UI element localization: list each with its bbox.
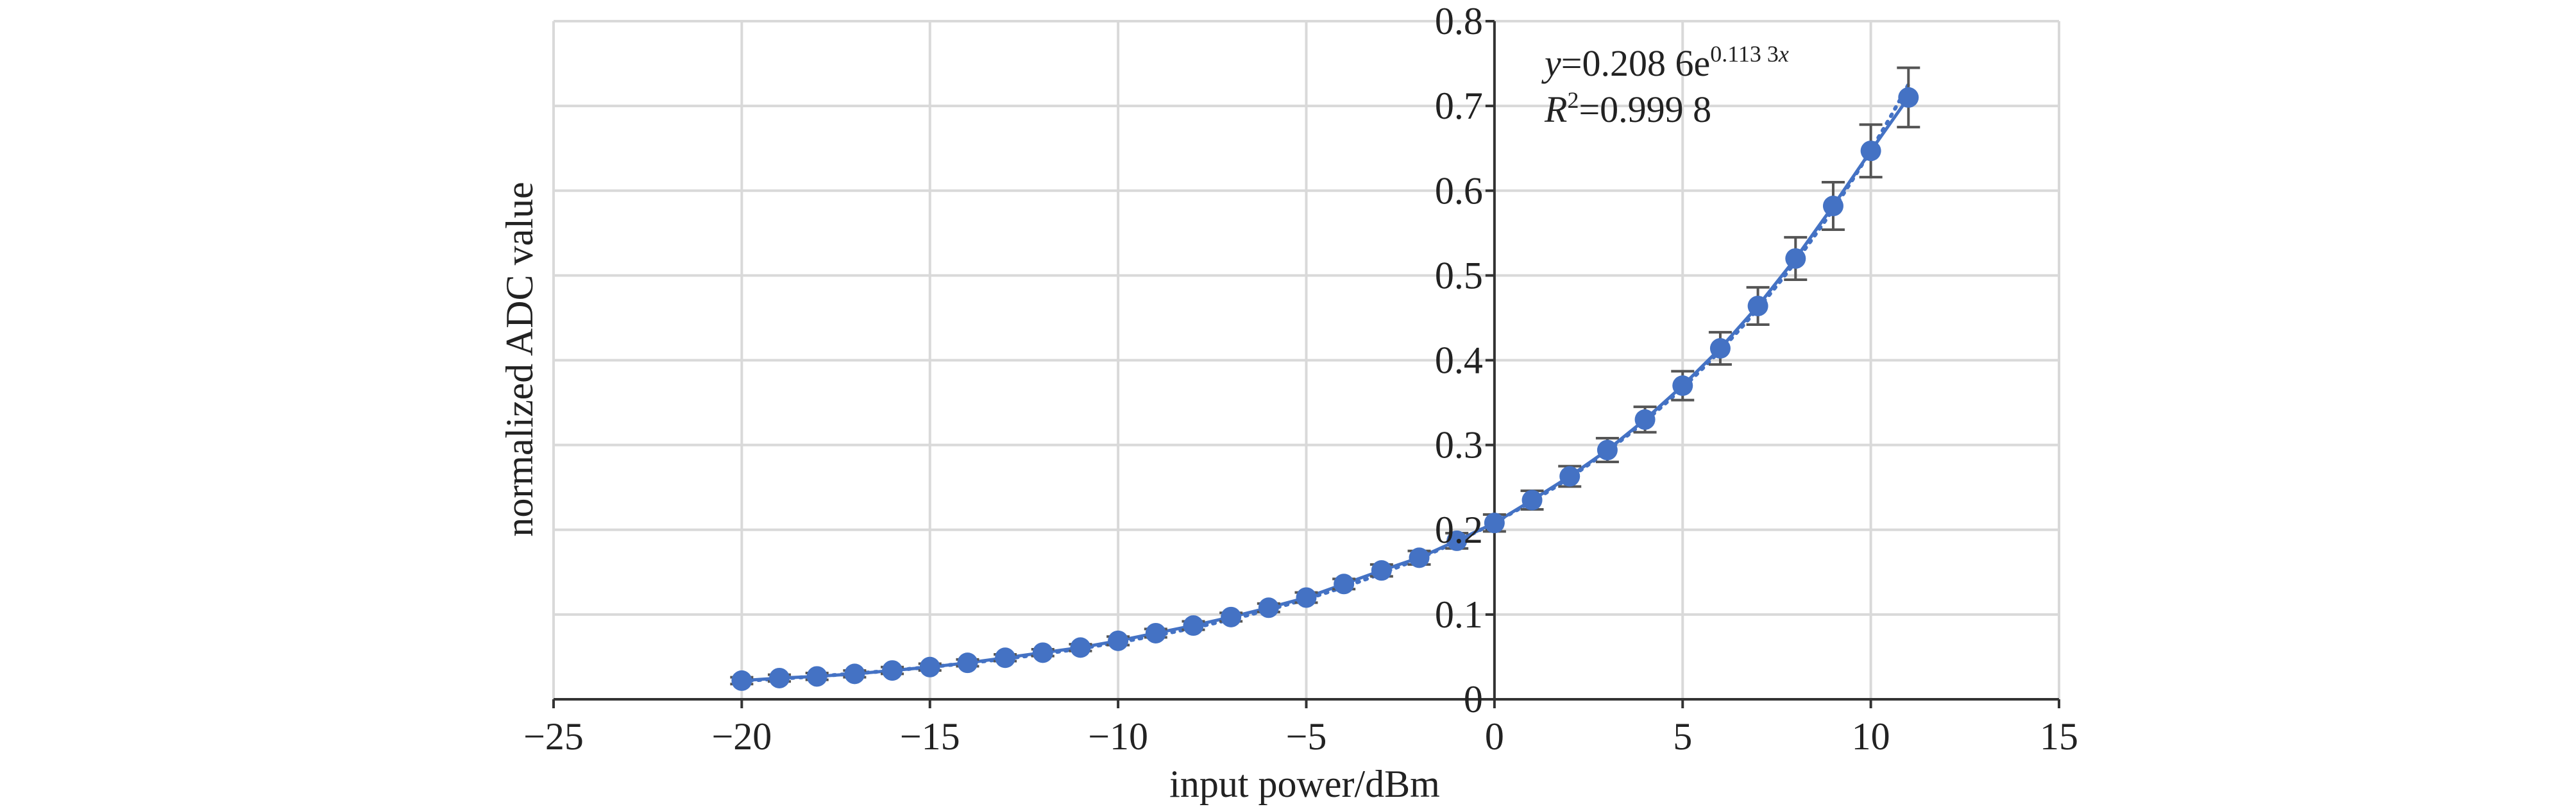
data-point — [1521, 490, 1543, 511]
y-tick-label: 0.7 — [1435, 85, 1483, 127]
y-tick-label: 0 — [1464, 678, 1483, 720]
y-tick-label: 0.6 — [1435, 169, 1483, 212]
data-point — [1221, 606, 1242, 627]
data-point — [1484, 513, 1505, 534]
data-point — [1898, 87, 1919, 108]
data-point — [1296, 587, 1317, 608]
data-point — [919, 656, 940, 677]
data-point — [1672, 375, 1693, 396]
data-point — [1409, 547, 1430, 568]
data-series — [730, 66, 1920, 691]
y-tick-label: 0.2 — [1435, 509, 1483, 551]
y-tick-label: 0.8 — [1435, 0, 1483, 42]
x-axis-title: input power/dBm — [1169, 763, 1440, 805]
x-tick-label: 10 — [1852, 715, 1890, 758]
data-point — [1258, 597, 1279, 618]
data-point — [1334, 574, 1355, 595]
equation-annotation: y=0.208 6e0.113 3x R2=0.999 8 — [1541, 41, 1789, 130]
x-tick-label: 15 — [2040, 715, 2078, 758]
data-point — [769, 667, 790, 688]
fit-equation: y=0.208 6e0.113 3x — [1541, 41, 1789, 84]
x-tick-label: −10 — [1088, 715, 1148, 758]
fit-equation-exponent-var: x — [1778, 41, 1789, 67]
data-point — [1371, 560, 1392, 581]
data-point — [1785, 248, 1806, 269]
y-tick-label: 0.4 — [1435, 339, 1483, 382]
fit-equation-y: y — [1541, 42, 1561, 84]
x-tick-label: −25 — [523, 715, 584, 758]
r-squared-var: R — [1544, 89, 1567, 130]
data-point — [1559, 466, 1580, 487]
r-squared: R2=0.999 8 — [1544, 87, 1711, 130]
data-point — [1032, 642, 1053, 663]
y-tick-label: 0.5 — [1435, 254, 1483, 296]
data-point — [1070, 637, 1091, 658]
data-point — [806, 666, 827, 687]
r-squared-value: =0.999 8 — [1579, 89, 1711, 130]
x-tick-label: 5 — [1673, 715, 1692, 758]
x-tick-label: −5 — [1286, 715, 1327, 758]
data-point — [1108, 630, 1129, 651]
data-point — [1634, 409, 1656, 430]
fit-equation-exponent: 0.113 3 — [1710, 41, 1779, 67]
r-squared-sup: 2 — [1567, 87, 1579, 113]
data-point — [1597, 439, 1618, 461]
data-point — [1822, 196, 1843, 217]
data-point — [731, 670, 752, 691]
x-tick-label: −20 — [711, 715, 772, 758]
tick-labels: −25 −20 −15 −10 −5 0 5 10 15 0 0.1 0.2 0.3 0.4 0.5 0.6 0… — [523, 0, 2078, 758]
data-point — [882, 660, 903, 681]
data-point — [1183, 615, 1204, 636]
data-point — [995, 647, 1016, 668]
data-point — [1709, 338, 1731, 359]
data-point — [1145, 622, 1166, 643]
fit-equation-rest: =0.208 6e — [1561, 42, 1710, 84]
data-point — [1747, 295, 1768, 316]
x-tick-label: −15 — [900, 715, 960, 758]
x-tick-label: 0 — [1485, 715, 1504, 758]
y-tick-label: 0.3 — [1435, 424, 1483, 466]
data-point — [1860, 141, 1881, 162]
data-point — [1446, 530, 1468, 551]
y-tick-label: 0.1 — [1435, 593, 1483, 636]
data-point — [844, 663, 865, 685]
y-axis-title: normalized ADC value — [498, 182, 541, 536]
data-point — [957, 652, 978, 674]
